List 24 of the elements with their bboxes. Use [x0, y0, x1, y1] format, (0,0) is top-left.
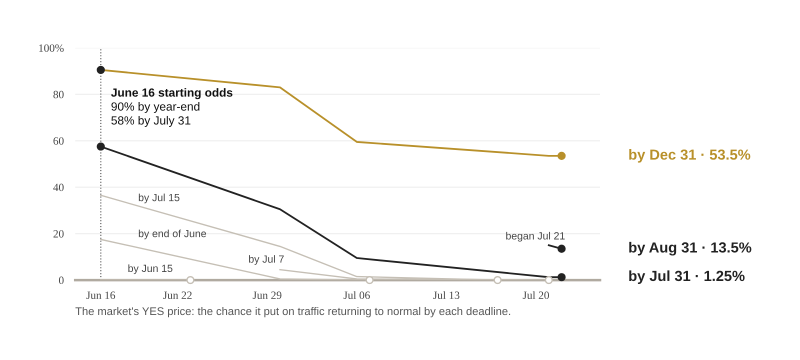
- text: The market's YES price: the chance it put on traffic returning to normal by each deadline.: [75, 306, 510, 318]
- x-tick-label: Jun 22: [163, 292, 192, 300]
- annotation: 58% by July 31: [111, 116, 190, 127]
- annotation: began Jul 21: [506, 232, 565, 242]
- y-tick-label: 100%: [39, 44, 64, 52]
- text: by Dec 31 · 53.5%: [629, 149, 750, 163]
- annotation: 90% by year-end: [111, 102, 200, 114]
- text: by Aug 31 · 13.5%: [629, 242, 752, 256]
- annotation: by end of June: [138, 230, 206, 240]
- annotation: by Jul 15: [138, 194, 180, 204]
- x-tick-label: Jun 16: [86, 292, 116, 300]
- x-tick-label: Jul 06: [344, 291, 370, 300]
- x-tick-label: Jul 13: [433, 291, 460, 300]
- y-tick-label: 40: [53, 184, 64, 192]
- annotation: by Jun 15: [128, 264, 172, 274]
- annotation: by Jul 7: [249, 255, 284, 265]
- y-tick-label: 60: [53, 137, 64, 145]
- y-tick-label: 0: [58, 276, 64, 284]
- y-tick-label: 80: [53, 90, 64, 98]
- text: by Jul 31 · 1.25%: [629, 270, 745, 284]
- y-tick-label: 20: [53, 230, 64, 238]
- x-tick-label: Jul 20: [522, 291, 550, 300]
- annotation: June 16 starting odds: [111, 88, 232, 100]
- x-tick-label: Jun 29: [252, 292, 282, 300]
